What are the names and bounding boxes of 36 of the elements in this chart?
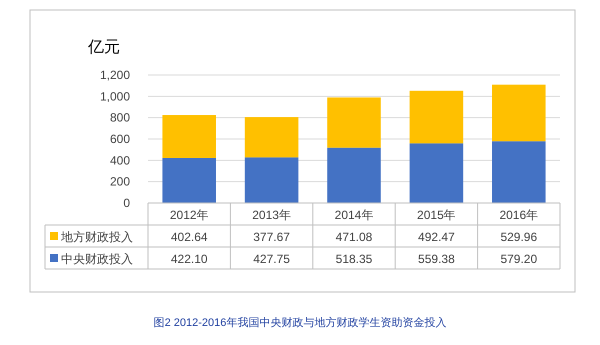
x-tick-label: 2015年 [417,208,456,222]
y-axis-title: 亿元 [87,39,120,56]
bar [162,115,216,158]
y-tick-label: 1,200 [100,68,130,82]
bar [492,141,546,203]
y-tick-label: 400 [110,153,130,168]
data-label: 402.64 [170,230,208,244]
data-label: 427.75 [253,252,290,266]
y-tick-label: 600 [110,132,130,146]
bar [410,143,464,203]
bar [410,90,464,144]
bar [327,148,381,203]
caption: 图2 2012-2016年我国中央财政与地方财政学生资助资金投入 [154,316,446,329]
data-label: 518.35 [336,252,373,266]
data-label: 529.96 [500,230,538,244]
x-tick-label: 2012年 [170,208,209,222]
bar [492,84,546,142]
x-tick-label: 2014年 [334,208,374,222]
data-label: 559.38 [418,252,456,266]
x-tick-label: 2016年 [499,208,538,222]
bar [244,157,298,203]
y-tick-label: 800 [110,110,130,125]
bar [244,117,298,158]
bar [162,158,216,203]
bar [327,97,381,148]
data-label: 377.67 [253,230,290,244]
y-tick-label: 200 [110,174,130,189]
data-label: 422.10 [170,252,208,266]
data-label: 471.08 [336,230,373,244]
y-tick-label: 1,000 [100,89,130,104]
data-label: 579.20 [500,252,538,266]
data-label: 492.47 [418,230,456,244]
x-tick-label: 2013年 [252,208,291,222]
y-tick-label: 0 [123,196,130,210]
legend-label: 中央财政投入 [61,252,133,266]
legend-label: 地方财政投入 [60,230,133,244]
